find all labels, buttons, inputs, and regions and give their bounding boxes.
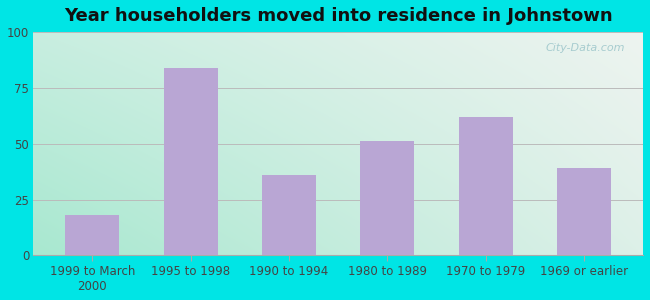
Bar xyxy=(262,175,316,255)
Text: City-Data.com: City-Data.com xyxy=(545,43,625,53)
Bar xyxy=(557,168,611,255)
Bar xyxy=(360,142,415,255)
Bar xyxy=(459,117,513,255)
Bar xyxy=(164,68,218,255)
Bar xyxy=(65,215,120,255)
Title: Year householders moved into residence in Johnstown: Year householders moved into residence i… xyxy=(64,7,612,25)
